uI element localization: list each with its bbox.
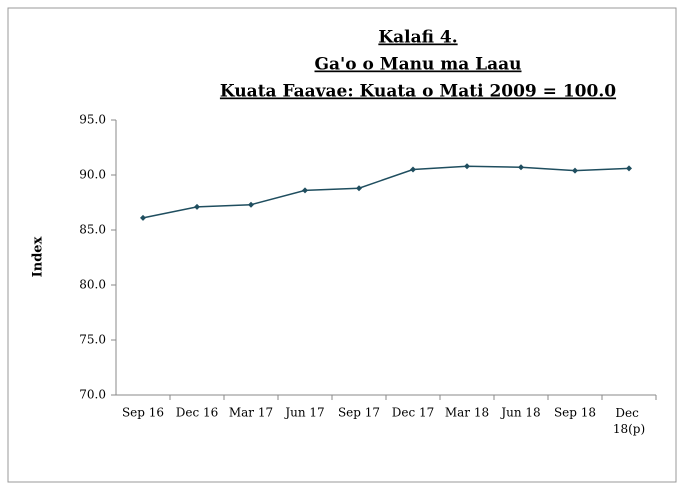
- line: [142, 165, 630, 219]
- x-tick-label: Jun 18: [499, 406, 540, 420]
- marker: [248, 201, 254, 208]
- marker: [572, 167, 578, 174]
- x-tick-label: Dec 17: [392, 406, 435, 420]
- x-tick-label: Sep 18: [554, 406, 596, 420]
- x-tick-label: Sep 17: [338, 406, 380, 420]
- x-tick-label: Sep 16: [122, 406, 164, 420]
- y-tick-label: 75.0: [79, 333, 106, 347]
- y-axis-title: Index: [31, 236, 46, 277]
- chart-title: Kalafi 4.: [378, 28, 457, 48]
- y-tick-label: 95.0: [79, 113, 106, 127]
- x-tick-label: Dec 16: [176, 406, 219, 420]
- chart-subtitle: Kuata Faavae: Kuata o Mati 2009 = 100.0: [220, 82, 616, 102]
- y-tick-label: 90.0: [79, 168, 106, 182]
- marker: [194, 203, 200, 210]
- marker: [518, 164, 524, 171]
- x-tick-label: Jun 17: [283, 406, 324, 420]
- y-tick-label: 70.0: [79, 388, 106, 402]
- x-tick-label: Mar 17: [229, 406, 273, 420]
- marker: [410, 166, 416, 173]
- x-tick-label: Mar 18: [445, 406, 489, 420]
- marker: [626, 165, 632, 172]
- marker: [356, 185, 362, 192]
- marker: [302, 187, 308, 194]
- marker: [464, 163, 470, 170]
- chart-border: [7, 7, 677, 483]
- marker: [140, 214, 146, 221]
- y-tick-label: 80.0: [79, 278, 106, 292]
- y-tick-label: 85.0: [79, 223, 106, 237]
- x-tick-label: Dec 18(p): [613, 406, 645, 436]
- chart-subtitle: Ga'o o Manu ma Laau: [315, 55, 522, 75]
